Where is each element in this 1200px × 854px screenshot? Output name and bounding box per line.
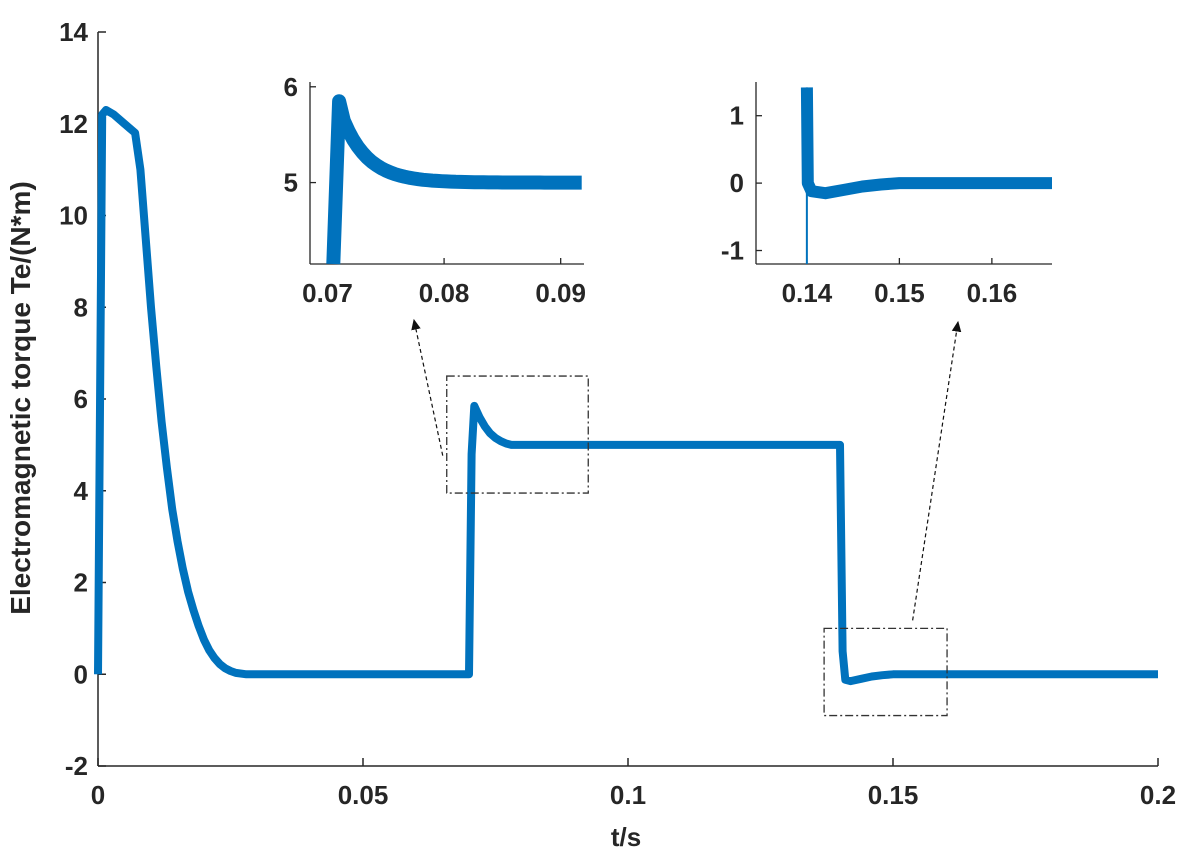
x-tick-label: 0.05 bbox=[338, 780, 389, 810]
main-plot bbox=[94, 32, 1158, 767]
inset-y-tick-label: -1 bbox=[721, 236, 744, 266]
inset-y-tick-label: 5 bbox=[284, 168, 298, 198]
zoom-boxes bbox=[446, 375, 948, 717]
x-tick-label: 0.15 bbox=[868, 780, 919, 810]
inset-x-tick-label: 0.14 bbox=[782, 278, 833, 308]
inset-1: 5 6 0.07 0.08 0.09 bbox=[284, 72, 586, 308]
inset-x-tick-label: 0.16 bbox=[967, 278, 1018, 308]
y-tick-label: 14 bbox=[59, 17, 88, 47]
zoom-arrows bbox=[411, 318, 962, 621]
inset-series-line bbox=[800, 87, 1052, 200]
y-tick-label: 6 bbox=[74, 384, 88, 414]
y-tick-label: 12 bbox=[59, 109, 88, 139]
inset-2: -1 0 1 0.14 0.15 0.16 bbox=[721, 82, 1052, 308]
inset-x-tick-label: 0.07 bbox=[302, 278, 353, 308]
inset-y-tick-label: 0 bbox=[730, 168, 744, 198]
x-axis-label: t/s bbox=[611, 822, 641, 852]
inset-series-line bbox=[326, 94, 584, 265]
x-tick-label: 0.2 bbox=[1140, 780, 1176, 810]
inset-y-tick-label: 6 bbox=[284, 72, 298, 102]
insets: 5 6 0.07 0.08 0.09 -1 0 1 0.14 0.15 0.16 bbox=[284, 72, 1052, 308]
zoom-arrow bbox=[912, 320, 962, 621]
inset-y-tick-label: 1 bbox=[730, 101, 744, 131]
y-tick-label: 2 bbox=[74, 568, 88, 598]
y-tick-label: 4 bbox=[74, 476, 89, 506]
y-tick-label: -2 bbox=[65, 751, 88, 781]
y-tick-label: 0 bbox=[74, 659, 88, 689]
y-tick-label: 8 bbox=[74, 292, 88, 322]
series-line bbox=[94, 106, 1158, 686]
x-tick-label: 0.1 bbox=[610, 780, 646, 810]
inset-background bbox=[310, 82, 584, 264]
zoom-arrow bbox=[411, 318, 444, 456]
zoom-region-box bbox=[446, 375, 589, 494]
x-tick-label: 0 bbox=[91, 780, 105, 810]
inset-background bbox=[756, 82, 1052, 264]
y-tick-label: 10 bbox=[59, 201, 88, 231]
inset-x-tick-label: 0.15 bbox=[874, 278, 925, 308]
y-axis-label: Electromagnetic torque Te/(N*m) bbox=[5, 181, 36, 615]
zoom-region-box bbox=[823, 627, 948, 717]
inset-x-tick-label: 0.08 bbox=[419, 278, 470, 308]
inset-x-tick-label: 0.09 bbox=[535, 278, 586, 308]
